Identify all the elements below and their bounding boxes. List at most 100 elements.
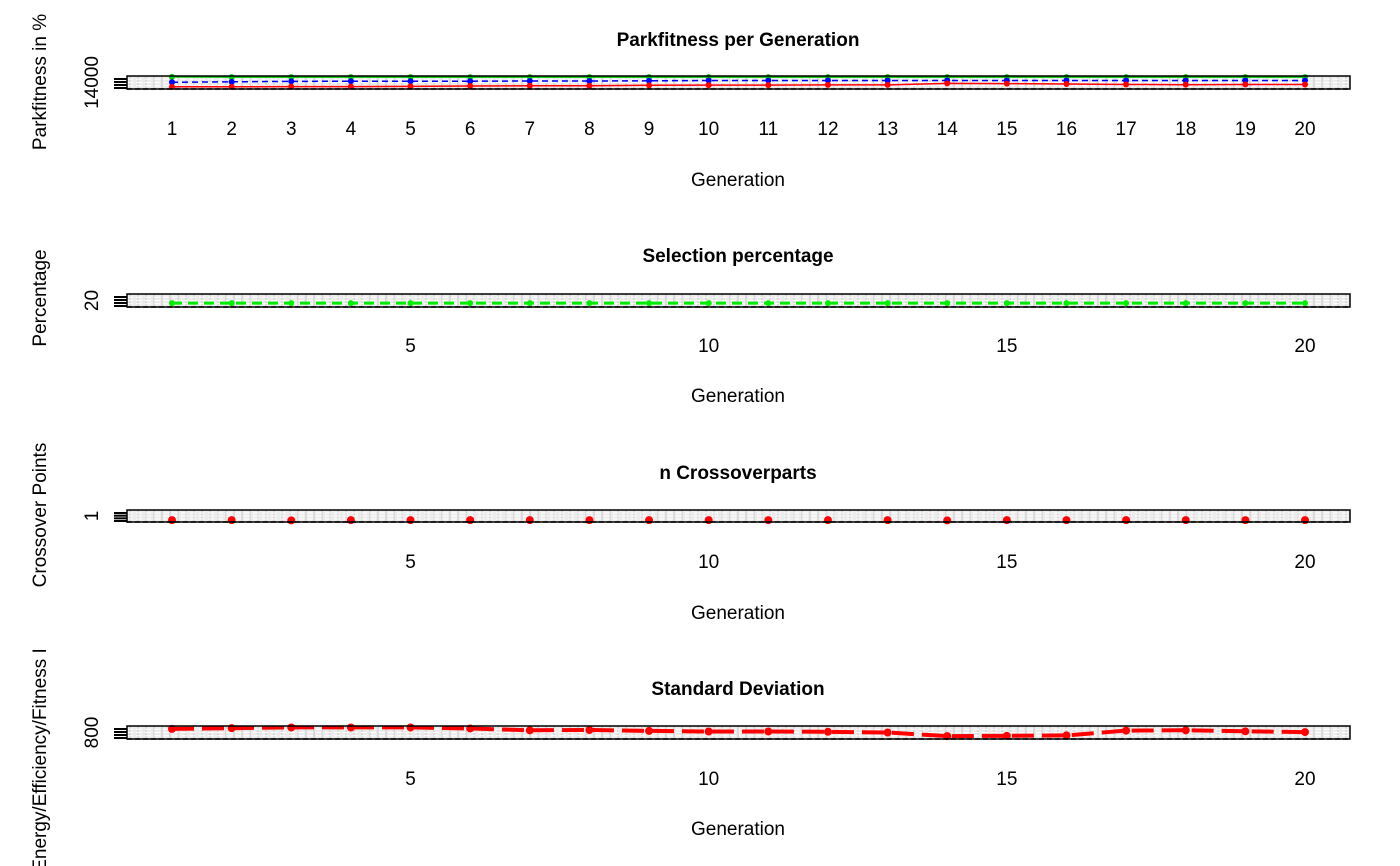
- data-point: [169, 79, 175, 86]
- data-point: [585, 726, 594, 735]
- data-point: [288, 300, 295, 307]
- data-point: [1123, 300, 1130, 307]
- data-point: [1123, 81, 1130, 88]
- x-axis-label: Generation: [691, 386, 785, 407]
- x-tick-label: 15: [996, 769, 1017, 790]
- data-point: [764, 727, 773, 736]
- data-point: [406, 516, 415, 525]
- data-point: [526, 77, 533, 84]
- data-point: [525, 726, 534, 735]
- data-point: [586, 82, 593, 89]
- x-tick-label: 20: [1294, 119, 1315, 140]
- x-tick-label: 5: [405, 769, 416, 790]
- y-axis-label: Percentage: [30, 249, 51, 346]
- chart-title: Standard Deviation: [651, 679, 824, 700]
- chart-title: n Crossoverparts: [659, 463, 816, 484]
- data-point: [884, 300, 891, 307]
- x-tick-label: 20: [1294, 336, 1315, 357]
- data-point: [287, 723, 296, 732]
- data-point: [884, 77, 891, 84]
- data-point: [288, 83, 295, 90]
- data-point: [765, 300, 772, 307]
- data-point: [1002, 731, 1011, 740]
- data-point: [765, 82, 772, 89]
- data-point: [287, 516, 296, 525]
- data-point: [646, 82, 653, 89]
- data-point: [823, 727, 832, 736]
- y-tick-label: 1: [82, 511, 103, 522]
- data-point: [764, 516, 773, 525]
- data-point: [347, 300, 354, 307]
- data-point: [169, 73, 175, 80]
- data-point: [406, 723, 415, 732]
- series-line: [171, 79, 1305, 84]
- data-point: [585, 516, 594, 525]
- x-tick-label: 18: [1175, 119, 1196, 140]
- data-point: [943, 516, 952, 525]
- y-axis-label: Parkfitness in %: [30, 14, 51, 150]
- data-point: [765, 77, 772, 84]
- data-point: [1302, 81, 1308, 88]
- x-tick-label: 12: [817, 119, 838, 140]
- x-tick-label: 15: [996, 336, 1017, 357]
- data-point: [646, 300, 653, 307]
- data-point: [168, 724, 176, 733]
- data-point: [525, 516, 534, 525]
- data-point: [467, 82, 474, 89]
- data-point: [586, 300, 593, 307]
- data-point: [1242, 81, 1249, 88]
- data-point: [1301, 728, 1309, 737]
- x-tick-label: 16: [1056, 119, 1077, 140]
- data-point: [346, 516, 355, 525]
- x-tick-label: 15: [996, 552, 1017, 573]
- data-point: [1241, 727, 1250, 736]
- y-axis-label: Energy/Efficiency/Fitness I: [30, 648, 51, 866]
- x-tick-label: 19: [1235, 119, 1256, 140]
- data-point: [646, 77, 653, 84]
- data-point: [526, 300, 533, 307]
- data-point: [704, 727, 713, 736]
- data-point: [705, 300, 712, 307]
- series-line: [172, 82, 1305, 88]
- data-point: [943, 732, 952, 741]
- data-point: [824, 300, 831, 307]
- x-tick-label: 15: [996, 119, 1017, 140]
- x-tick-label: 8: [584, 119, 595, 140]
- data-point: [1181, 516, 1190, 525]
- data-point: [1062, 731, 1071, 740]
- data-point: [944, 80, 951, 87]
- x-tick-label: 5: [405, 119, 416, 140]
- data-point: [884, 81, 891, 88]
- data-point: [1241, 516, 1250, 525]
- data-point: [168, 516, 176, 525]
- data-point: [705, 82, 712, 89]
- chart-title: Selection percentage: [642, 246, 833, 267]
- x-tick-label: 1: [167, 119, 178, 140]
- chart-title: Parkfitness per Generation: [617, 30, 860, 51]
- x-tick-label: 4: [346, 119, 357, 140]
- data-point: [346, 723, 355, 732]
- x-tick-label: 20: [1294, 769, 1315, 790]
- x-tick-label: 5: [405, 336, 416, 357]
- data-point: [586, 77, 593, 84]
- x-tick-label: 10: [698, 769, 719, 790]
- x-tick-label: 14: [937, 119, 959, 140]
- x-tick-label: 10: [698, 336, 719, 357]
- series-line: [171, 725, 1306, 739]
- data-point: [1182, 77, 1189, 84]
- x-axis-label: Generation: [691, 603, 785, 624]
- y-tick-label: 20: [82, 290, 103, 311]
- x-tick-label: 20: [1294, 552, 1315, 573]
- x-tick-label: 6: [465, 119, 476, 140]
- data-point: [883, 516, 892, 525]
- data-point: [1002, 516, 1011, 525]
- data-point: [407, 78, 414, 85]
- x-tick-label: 17: [1116, 119, 1137, 140]
- data-point: [1003, 300, 1010, 307]
- x-tick-label: 10: [698, 552, 719, 573]
- x-tick-label: 2: [226, 119, 237, 140]
- data-point: [407, 300, 414, 307]
- data-point: [1003, 80, 1010, 87]
- data-point: [169, 300, 175, 307]
- data-point: [1181, 726, 1190, 735]
